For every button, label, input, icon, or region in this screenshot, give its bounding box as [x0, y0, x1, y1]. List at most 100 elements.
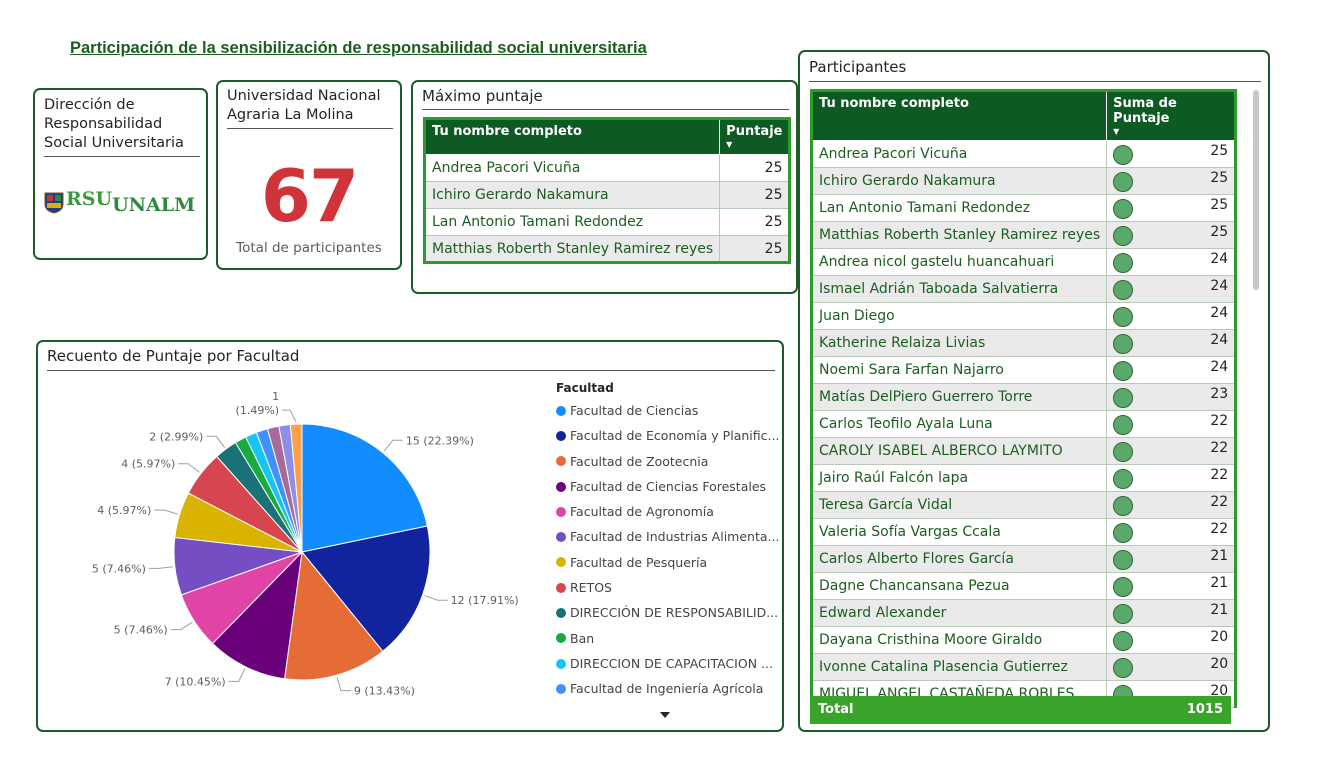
pie-slice[interactable] — [289, 423, 303, 553]
table-row[interactable]: Matthias Roberth Stanley Ramirez reyes 25 — [810, 221, 1237, 249]
participant-score: 25 — [764, 160, 783, 176]
pie-slice[interactable] — [301, 525, 431, 652]
legend-swatch — [556, 506, 566, 517]
legend-swatch — [556, 481, 566, 492]
legend-item[interactable]: Facultad de Agronomía — [556, 499, 778, 524]
column-header-name[interactable]: Tu nombre completo — [810, 90, 1108, 141]
direccion-card: Dirección de Responsabilidad Social Univ… — [33, 88, 208, 260]
legend-item[interactable]: Facultad de Industrias Alimenta... — [556, 524, 778, 549]
pie-slice[interactable] — [211, 550, 303, 680]
participant-score-cell: 24 — [1106, 302, 1237, 330]
status-circle-icon — [1113, 577, 1134, 597]
legend-item[interactable]: DIRECCION DE CAPACITACION ... — [556, 651, 778, 676]
table-row[interactable]: Dayana Cristhina Moore Giraldo 20 — [810, 626, 1237, 654]
table-row[interactable]: Juan Diego 24 — [810, 302, 1237, 330]
participant-score: 23 — [1210, 386, 1229, 402]
sort-down-icon: ▼ — [726, 140, 733, 149]
legend-label: Facultad de Pesquería — [570, 554, 708, 570]
participant-score-cell: 24 — [1106, 275, 1237, 303]
table-row[interactable]: Teresa García Vidal 22 — [810, 491, 1237, 519]
participant-name: CAROLY ISABEL ALBERCO LAYMITO — [810, 437, 1108, 465]
legend-item[interactable]: RETOS — [556, 575, 778, 600]
legend-item[interactable]: Facultad de Economía y Planific... — [556, 423, 778, 448]
pie-legend: Facultad Facultad de Ciencias Facultad de… — [556, 378, 778, 702]
column-header-score[interactable]: Puntaje ▼ — [719, 118, 791, 155]
table-row[interactable]: CAROLY ISABEL ALBERCO LAYMITO 22 — [810, 437, 1237, 465]
column-header-name[interactable]: Tu nombre completo — [423, 118, 721, 155]
title-divider — [227, 128, 393, 129]
status-circle-icon — [1113, 415, 1134, 435]
logo-text-rsu: RSU — [66, 188, 113, 210]
participant-score: 24 — [1210, 359, 1229, 375]
participant-score: 21 — [1210, 602, 1229, 618]
table-row[interactable]: Lan Antonio Tamani Redondez 25 — [810, 194, 1237, 222]
legend-label: Facultad de Zootecnia — [570, 453, 709, 469]
participant-name: Juan Diego — [810, 302, 1108, 330]
table-row[interactable]: Ichiro Gerardo Nakamura 25 — [810, 167, 1237, 195]
table-row[interactable]: Ichiro Gerardo Nakamura 25 — [423, 181, 791, 209]
table-row[interactable]: Edward Alexander 21 — [810, 599, 1237, 627]
leader-line — [336, 677, 351, 692]
column-header-score[interactable]: Suma de Puntaje ▼ — [1106, 90, 1237, 141]
status-circle-icon — [1113, 280, 1134, 300]
data-label: 1 — [272, 390, 279, 403]
legend-item[interactable]: Facultad de Ingeniería Agrícola — [556, 676, 778, 701]
status-circle-icon — [1113, 253, 1134, 273]
participant-score: 20 — [1210, 683, 1229, 699]
legend-label: DIRECCION DE CAPACITACION ... — [570, 655, 773, 671]
table-row[interactable]: Ivonne Catalina Plasencia Gutierrez 20 — [810, 653, 1237, 681]
pie-slice[interactable] — [284, 550, 384, 681]
table-row[interactable]: Carlos Teofilo Ayala Luna 22 — [810, 410, 1237, 438]
status-circle-icon — [1113, 550, 1134, 570]
participant-score: 20 — [1210, 629, 1229, 645]
status-circle-icon — [1113, 226, 1134, 246]
participant-name: Noemi Sara Farfan Najarro — [810, 356, 1108, 384]
table-row[interactable]: Jairo Raúl Falcón lapa 22 — [810, 464, 1237, 492]
table-row[interactable]: Matthias Roberth Stanley Ramirez reyes 25 — [423, 235, 791, 263]
legend-item[interactable]: Facultad de Ciencias — [556, 398, 778, 423]
title-divider — [44, 156, 200, 157]
legend-item[interactable]: Facultad de Zootecnia — [556, 449, 778, 474]
table-row[interactable]: Andrea Pacori Vicuña 25 — [810, 140, 1237, 168]
table-row[interactable]: Dagne Chancansana Pezua 21 — [810, 572, 1237, 600]
table-row[interactable]: Andrea Pacori Vicuña 25 — [423, 154, 791, 182]
legend-scroll-down-icon[interactable] — [660, 712, 670, 718]
legend-item[interactable]: Ban — [556, 626, 778, 651]
table-row[interactable]: Lan Antonio Tamani Redondez 25 — [423, 208, 791, 236]
participant-score: 24 — [1210, 305, 1229, 321]
table-row[interactable]: Katherine Relaiza Livias 24 — [810, 329, 1237, 357]
status-circle-icon — [1113, 199, 1134, 219]
participant-score-cell: 22 — [1106, 410, 1237, 438]
legend-swatch — [556, 557, 566, 568]
legend-item[interactable]: DIRECCIÓN DE RESPONSABILID... — [556, 600, 778, 625]
table-row[interactable]: Andrea nicol gastelu huancahuari 24 — [810, 248, 1237, 276]
legend-label: RETOS — [570, 580, 612, 596]
participant-score: 24 — [1210, 278, 1229, 294]
participant-score-cell: 25 — [1106, 194, 1237, 222]
participant-score: 25 — [1210, 170, 1229, 186]
legend-label: DIRECCIÓN DE RESPONSABILID... — [570, 605, 778, 621]
status-circle-icon — [1113, 172, 1134, 192]
participant-name: Dayana Cristhina Moore Giraldo — [810, 626, 1108, 654]
status-circle-icon — [1113, 523, 1134, 543]
legend-item[interactable]: Facultad de Pesquería — [556, 550, 778, 575]
data-label: 4 (5.97%) — [97, 504, 151, 517]
scrollbar[interactable] — [1253, 90, 1259, 290]
max-score-title: Máximo puntaje — [422, 87, 543, 105]
participant-score-cell: 24 — [1106, 356, 1237, 384]
pie-slice[interactable] — [301, 423, 428, 553]
direccion-title-line: Responsabilidad — [44, 116, 163, 132]
table-row[interactable]: Valeria Sofía Vargas Ccala 22 — [810, 518, 1237, 546]
table-row[interactable]: Matías DelPiero Guerrero Torre 23 — [810, 383, 1237, 411]
table-row[interactable]: Carlos Alberto Flores García 21 — [810, 545, 1237, 573]
legend-item[interactable]: Facultad de Ciencias Forestales — [556, 474, 778, 499]
table-row[interactable]: Ismael Adrián Taboada Salvatierra 24 — [810, 275, 1237, 303]
sort-down-icon: ▼ — [1113, 127, 1120, 136]
participant-name: Carlos Teofilo Ayala Luna — [810, 410, 1108, 438]
total-label: Total — [818, 702, 854, 717]
participant-name: Matías DelPiero Guerrero Torre — [810, 383, 1108, 411]
legend-label: Ban — [570, 630, 595, 646]
participant-score-cell: 21 — [1106, 572, 1237, 600]
status-circle-icon — [1113, 307, 1134, 327]
table-row[interactable]: Noemi Sara Farfan Najarro 24 — [810, 356, 1237, 384]
